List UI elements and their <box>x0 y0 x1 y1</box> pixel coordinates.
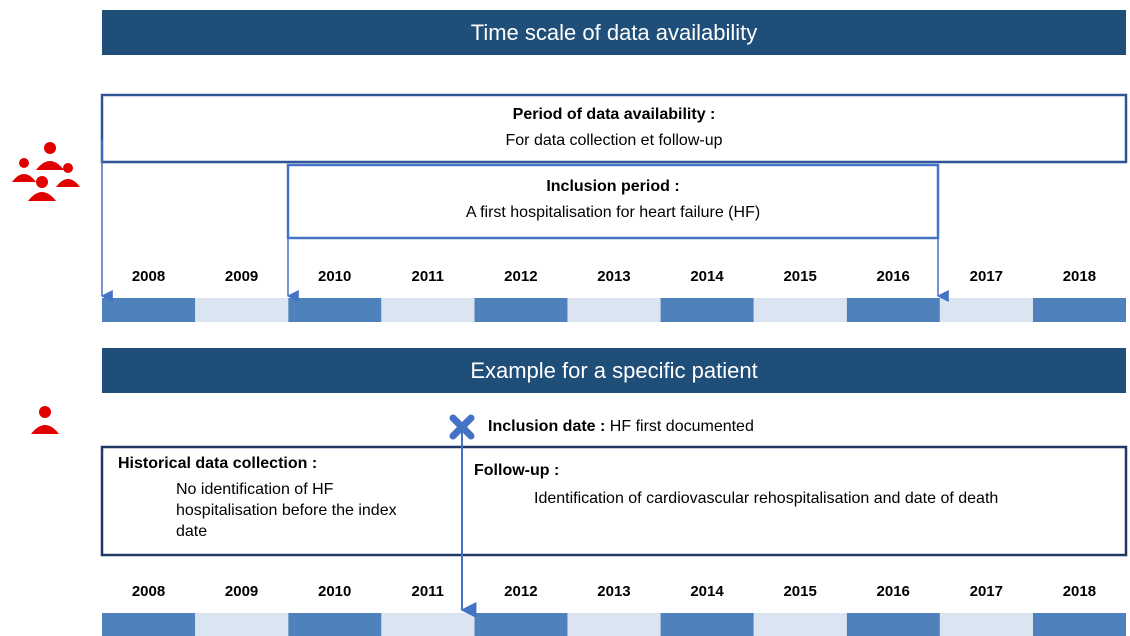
patient-box <box>100 445 1128 557</box>
person-icon <box>31 406 59 434</box>
year-bar <box>846 298 940 322</box>
box-title: Historical data collection : <box>118 455 318 472</box>
year-label: 2012 <box>504 583 538 600</box>
year-bar <box>567 298 661 322</box>
year-label: 2018 <box>1062 583 1097 600</box>
year-label: 2013 <box>597 268 631 285</box>
year-label: 2011 <box>411 583 445 600</box>
year-bar <box>381 613 475 636</box>
year-label: 2014 <box>690 268 724 285</box>
year-bar <box>195 298 289 322</box>
year-label: 2017 <box>969 268 1003 285</box>
year-bar <box>1032 298 1126 322</box>
year-label: 2016 <box>876 268 910 285</box>
year-bar <box>1032 613 1126 636</box>
availability-box <box>100 93 1128 164</box>
label: Inclusion date : <box>488 418 606 435</box>
year-bar <box>381 298 475 322</box>
year-bar <box>102 298 196 322</box>
box-title: Inclusion period : <box>546 178 680 195</box>
box-text: Identification of cardiovascular rehospi… <box>534 490 999 507</box>
year-label: 2018 <box>1062 268 1097 285</box>
year-label: 2017 <box>969 583 1003 600</box>
year-label: 2016 <box>876 583 910 600</box>
year-bar <box>102 613 196 636</box>
inclusion-date: Inclusion date : HF first documented <box>488 416 754 437</box>
banner: Time scale of data availability <box>102 10 1126 55</box>
year-bar <box>846 613 940 636</box>
year-label: 2008 <box>131 583 166 600</box>
box-title: Follow-up : <box>474 462 560 479</box>
box-title: Period of data availability : <box>512 106 716 123</box>
year-bar <box>660 298 754 322</box>
year-bar <box>753 298 847 322</box>
year-label: 2011 <box>411 268 445 285</box>
year-label: 2013 <box>597 583 631 600</box>
group-icon <box>12 142 80 201</box>
year-bar <box>288 613 382 636</box>
text: HF first documented <box>609 418 754 435</box>
year-label: 2009 <box>224 583 259 600</box>
box-text: No identification of HF hospitalisation … <box>176 481 397 540</box>
year-bar <box>939 613 1033 636</box>
year-bar <box>753 613 847 636</box>
box-text: A first hospitalisation for heart failur… <box>465 204 761 221</box>
inclusion-box <box>286 163 940 240</box>
year-bar <box>195 613 289 636</box>
banner: Example for a specific patient <box>102 348 1126 393</box>
year-label: 2014 <box>690 583 724 600</box>
year-label: 2012 <box>504 268 538 285</box>
year-label: 2010 <box>317 583 352 600</box>
year-bar <box>288 298 382 322</box>
year-bar <box>474 298 568 322</box>
year-bar <box>939 298 1033 322</box>
year-label: 2008 <box>131 268 166 285</box>
year-bar <box>567 613 661 636</box>
box-text: For data collection et follow-up <box>505 132 723 149</box>
year-label: 2009 <box>224 268 259 285</box>
year-bar <box>660 613 754 636</box>
inclusion-marker <box>449 414 475 440</box>
year-label: 2015 <box>783 583 817 600</box>
year-bar <box>474 613 568 636</box>
year-label: 2010 <box>317 268 352 285</box>
year-label: 2015 <box>783 268 817 285</box>
